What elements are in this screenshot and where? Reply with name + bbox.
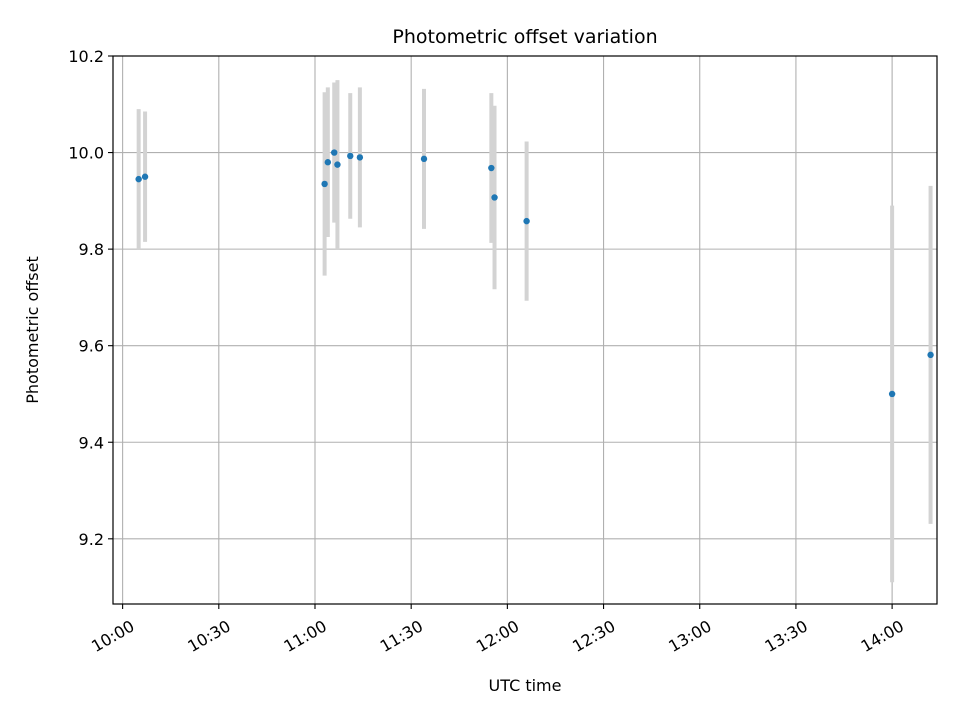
data-points — [135, 149, 934, 398]
y-tick-label: 9.8 — [79, 240, 104, 259]
data-point — [331, 149, 338, 156]
data-point — [523, 217, 530, 225]
data-point — [321, 180, 328, 188]
y-tick-label: 9.6 — [79, 337, 104, 356]
y-tick-label: 9.4 — [79, 433, 104, 452]
data-point — [334, 161, 341, 168]
y-axis-label: Photometric offset — [23, 256, 42, 404]
y-tick-label: 10.0 — [68, 144, 104, 163]
y-tick-label: 9.2 — [79, 530, 104, 549]
data-point — [488, 164, 495, 172]
chart-title: Photometric offset variation — [392, 26, 657, 48]
data-point — [420, 155, 428, 163]
x-axis-label: UTC time — [489, 676, 562, 695]
data-point — [888, 390, 896, 398]
data-point — [491, 194, 498, 201]
data-point — [927, 351, 934, 359]
data-point — [324, 159, 332, 166]
data-point — [347, 152, 354, 160]
plot-frame — [112, 55, 938, 605]
y-tick-label: 10.2 — [68, 47, 104, 66]
data-point — [141, 173, 149, 180]
data-point — [135, 175, 142, 183]
data-point — [356, 154, 364, 161]
